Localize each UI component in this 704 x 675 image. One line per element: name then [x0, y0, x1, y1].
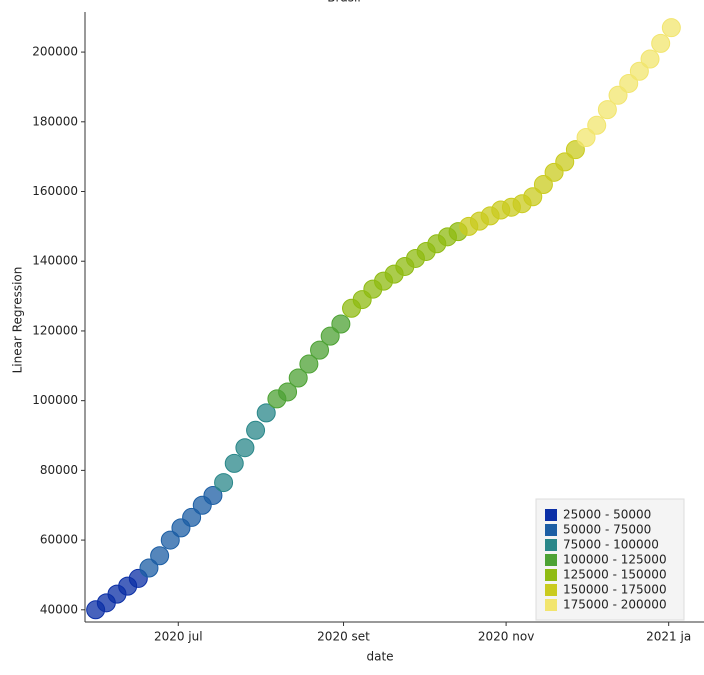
point — [608, 85, 628, 105]
chart-title: Brasil — [327, 0, 360, 5]
legend-box — [535, 498, 685, 621]
legend-swatch — [545, 569, 557, 581]
point — [651, 33, 671, 53]
x-tick-label: 2020 jul — [154, 630, 203, 644]
point — [533, 175, 553, 195]
point — [288, 368, 308, 388]
point — [246, 420, 266, 440]
point — [331, 314, 351, 334]
legend-label: 50000 - 75000 — [563, 523, 651, 537]
y-tick-label: 140000 — [32, 254, 78, 268]
legend-swatch — [545, 509, 557, 521]
point — [235, 438, 255, 458]
point — [576, 127, 596, 147]
y-axis-label: Linear Regression — [11, 267, 25, 374]
legend-swatch — [545, 599, 557, 611]
legend-label: 100000 - 125000 — [563, 553, 667, 567]
point — [278, 382, 298, 402]
y-tick-label: 60000 — [40, 533, 78, 547]
point — [555, 152, 575, 172]
y-tick-label: 40000 — [40, 602, 78, 616]
y-tick-label: 200000 — [32, 45, 78, 59]
point — [224, 453, 244, 473]
point — [661, 18, 681, 38]
y-tick-label: 180000 — [32, 114, 78, 128]
x-axis-label: date — [366, 650, 393, 664]
x-tick-label: 2020 nov — [478, 630, 534, 644]
point — [619, 73, 639, 93]
legend-label: 125000 - 150000 — [563, 568, 667, 582]
legend-swatch — [545, 554, 557, 566]
point — [160, 530, 180, 550]
point — [523, 187, 543, 207]
legend-label: 25000 - 50000 — [563, 508, 651, 522]
legend-swatch — [545, 584, 557, 596]
point — [629, 61, 649, 81]
point — [203, 485, 223, 505]
x-tick-label: 2021 ja — [646, 630, 691, 644]
point — [299, 354, 319, 374]
legend-label: 150000 - 175000 — [563, 583, 667, 597]
legend-swatch — [545, 539, 557, 551]
y-tick-label: 100000 — [32, 393, 78, 407]
point — [150, 546, 170, 566]
legend-label: 75000 - 100000 — [563, 538, 659, 552]
point — [182, 507, 202, 527]
legend-label: 175000 - 200000 — [563, 598, 667, 612]
point — [214, 473, 234, 493]
y-tick-label: 120000 — [32, 323, 78, 337]
point — [139, 558, 159, 578]
x-tick-label: 2020 set — [317, 630, 370, 644]
point — [597, 100, 617, 120]
point — [565, 140, 585, 160]
point — [310, 340, 330, 360]
point — [640, 49, 660, 69]
legend-swatch — [545, 524, 557, 536]
point — [587, 115, 607, 135]
y-tick-label: 160000 — [32, 184, 78, 198]
point — [320, 326, 340, 346]
point — [256, 403, 276, 423]
y-tick-label: 80000 — [40, 463, 78, 477]
